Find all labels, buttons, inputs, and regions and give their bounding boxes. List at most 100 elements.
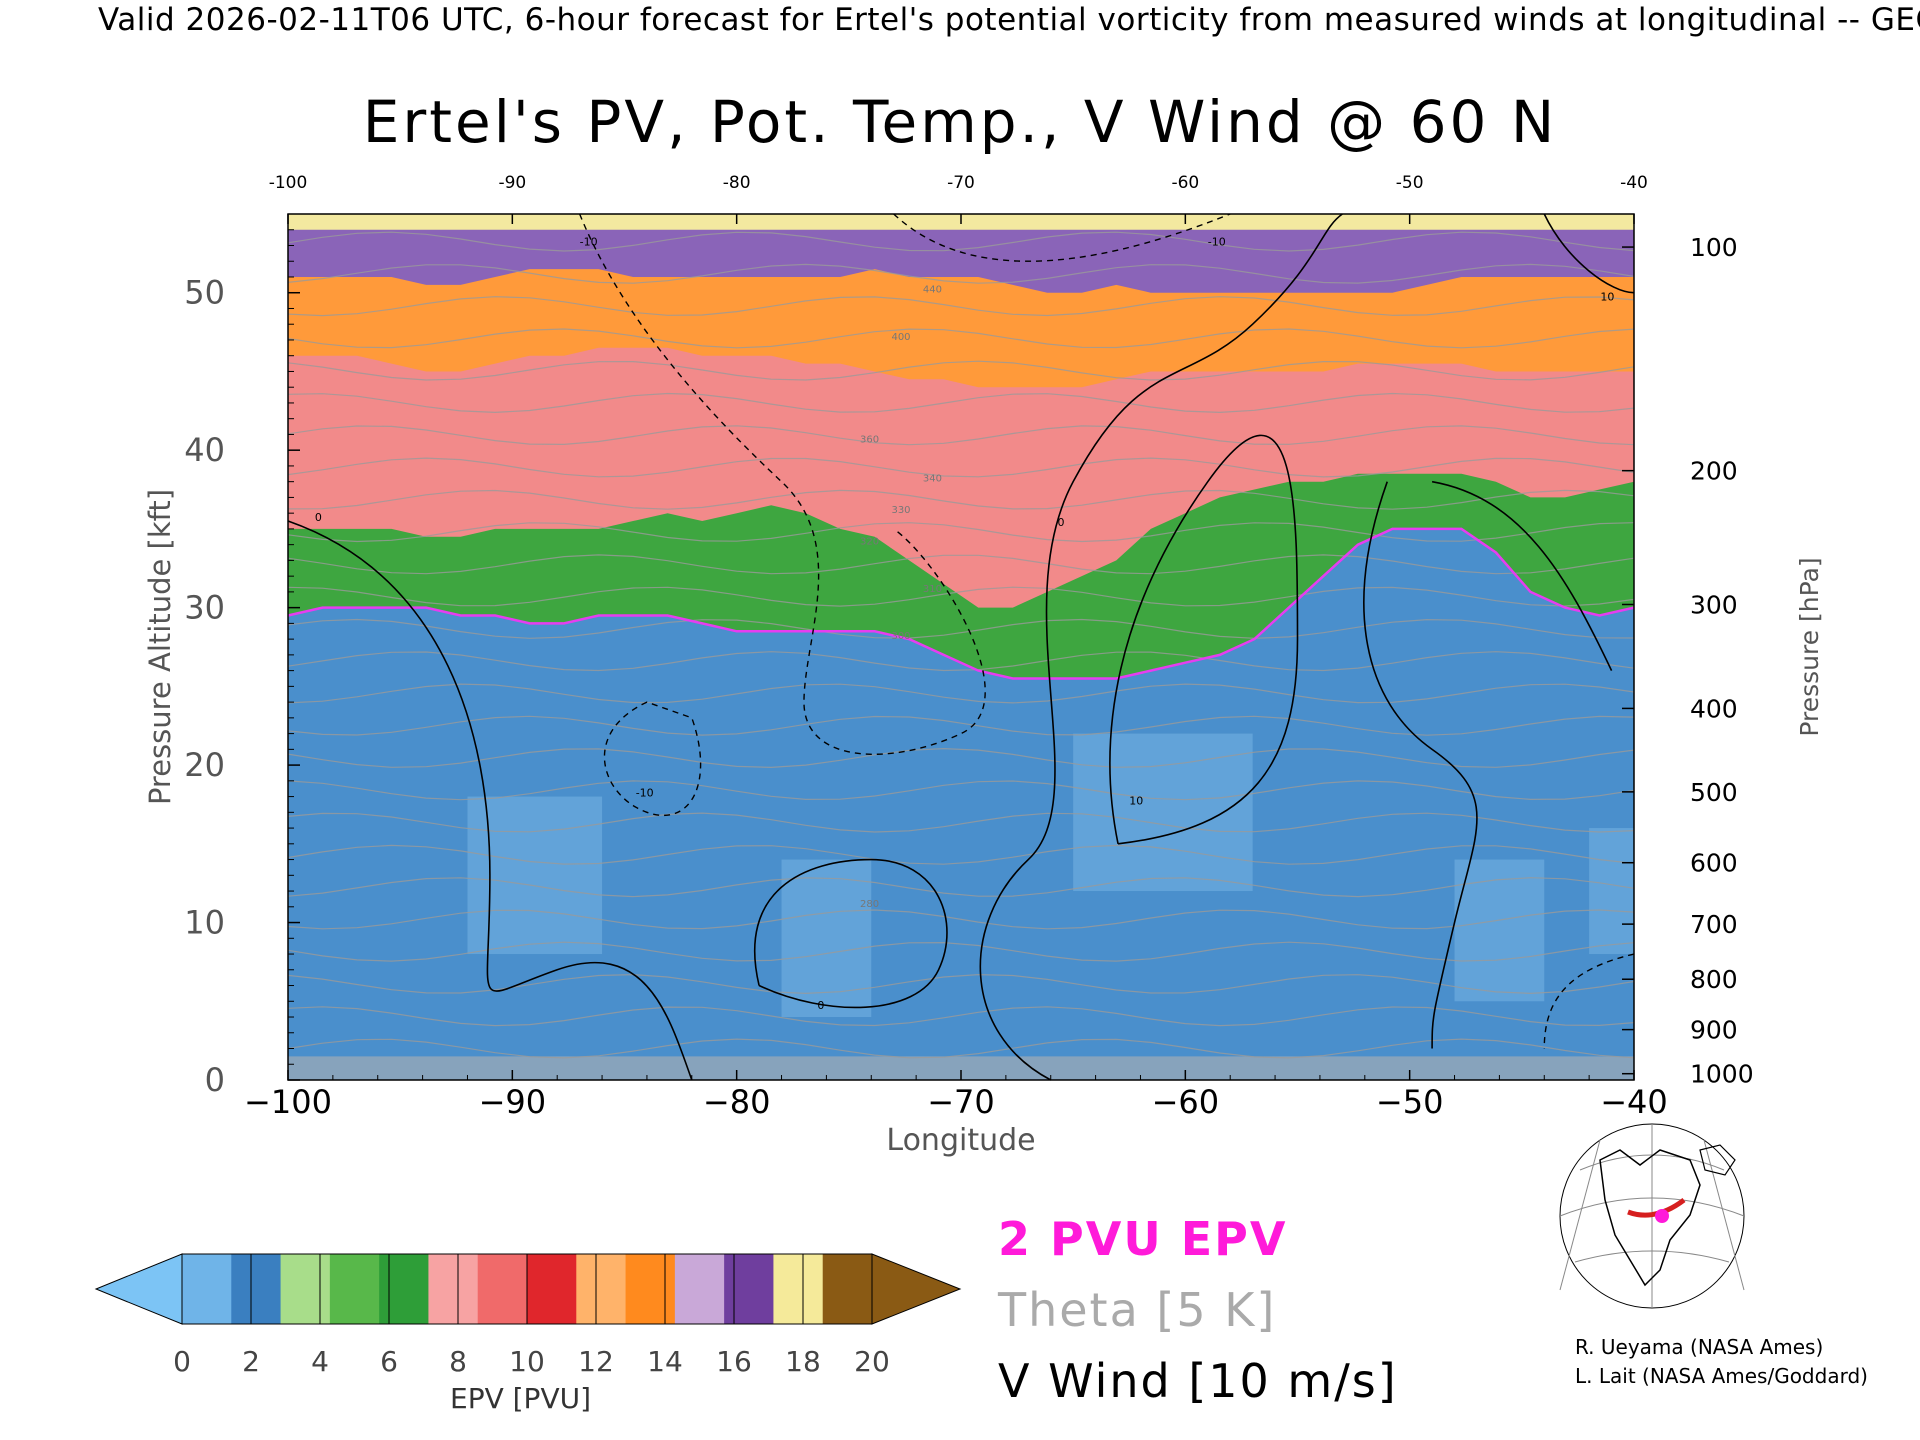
theta-contour-label: 320 — [860, 537, 879, 548]
credit-line-2: L. Lait (NASA Ames/Goddard) — [1575, 1364, 1868, 1388]
vwind-contour-solid — [1363, 481, 1478, 1049]
colorbar-segment — [329, 1254, 380, 1324]
vwind-contour-solid — [1431, 480, 1613, 671]
legend-vwind: V Wind [10 m/s] — [998, 1354, 1398, 1408]
theta-contour — [287, 909, 1635, 930]
credit-line-1: R. Ueyama (NASA Ames) — [1575, 1335, 1824, 1359]
theta-contour — [287, 618, 1635, 639]
colorbar: 0 2 4 6 8 10 12 14 16 18 20 — [94, 1253, 962, 1378]
vwind-contour-label: 0 — [315, 511, 322, 524]
x-tick-label: −40 — [1600, 1083, 1668, 1121]
epv-patch-2 — [1073, 733, 1253, 892]
y-tick-label: 10 — [184, 904, 225, 942]
vwind-contour-solid — [287, 520, 693, 1081]
chart-title: Ertel's PV, Pot. Temp., V Wind @ 60 N — [362, 88, 1558, 156]
theta-contour — [287, 457, 1635, 478]
colorbar-under-arrow — [94, 1253, 183, 1325]
colorbar-segment — [280, 1254, 331, 1324]
theta-contour — [287, 812, 1635, 833]
y-tick-label: 50 — [184, 274, 225, 312]
theta-contour — [287, 522, 1635, 543]
vwind-contour-solid — [1543, 213, 1635, 294]
theta-contour-label: 280 — [860, 899, 879, 910]
pressure-tick-label: 1000 — [1690, 1060, 1754, 1089]
x-top-tick-label: -80 — [723, 173, 751, 193]
theta-contour — [287, 586, 1635, 607]
theta-contour-label: 330 — [891, 505, 910, 516]
colorbar-segment — [576, 1254, 627, 1324]
y-axis-label: Pressure Altitude [kft] — [143, 489, 177, 805]
colorbar-segment — [822, 1254, 873, 1324]
theta-contour — [287, 844, 1635, 865]
pressure-tick-label: 500 — [1690, 778, 1738, 807]
vwind-contour-solid — [1109, 434, 1299, 845]
x-top-tick-label: -50 — [1396, 173, 1424, 193]
colorbar-tick-label: 20 — [854, 1345, 890, 1378]
colorbar-tick-label: 10 — [509, 1345, 545, 1378]
theta-contour — [287, 683, 1635, 704]
x-top-tick-label: -60 — [1171, 173, 1199, 193]
colorbar-tick-label: 6 — [380, 1345, 398, 1378]
colorbar-segment — [477, 1254, 528, 1324]
theta-contour-label: 360 — [860, 434, 879, 445]
vwind-contour-dashed — [1543, 953, 1635, 1049]
colorbar-tick-label: 12 — [578, 1345, 614, 1378]
theta-contour — [287, 941, 1635, 962]
theta-contour — [287, 747, 1635, 769]
colorbar-segment — [182, 1254, 232, 1324]
vwind-contour-label: 0 — [1057, 516, 1064, 529]
vwind-contour-solid — [979, 213, 1343, 1081]
legend-theta: Theta [5 K] — [998, 1283, 1277, 1337]
epv-patch-4 — [1589, 828, 1634, 955]
colorbar-over-arrow — [871, 1253, 962, 1325]
pressure-tick-label: 300 — [1690, 590, 1738, 619]
theta-contour — [287, 360, 1635, 381]
x-axis-label: Longitude — [886, 1123, 1035, 1158]
vwind-contour-label: 0 — [817, 999, 824, 1012]
y2-axis-label: Pressure [hPa] — [1795, 557, 1824, 736]
vwind-contour-label: -10 — [580, 235, 598, 248]
theta-contour — [287, 554, 1635, 575]
legend-2pvu: 2 PVU EPV — [998, 1212, 1288, 1266]
theta-contour — [287, 651, 1635, 672]
theta-contour — [287, 1006, 1635, 1027]
pressure-tick-label: 200 — [1690, 457, 1738, 486]
vwind-contour-dashed — [603, 701, 702, 816]
pv2-contour — [287, 527, 1635, 680]
theta-contour — [287, 780, 1635, 801]
x-top-tick-label: -40 — [1620, 173, 1648, 193]
vwind-contour-dashed — [893, 213, 1231, 262]
vwind-contour-solid — [753, 858, 948, 1009]
colorbar-segment — [773, 1254, 824, 1324]
pressure-tick-label: 600 — [1690, 849, 1738, 878]
x-tick-label: −70 — [927, 1083, 995, 1121]
colorbar-tick-label: 4 — [311, 1345, 329, 1378]
theta-contour-label: 340 — [923, 474, 942, 485]
colorbar-segment — [527, 1254, 577, 1324]
x-tick-label: −90 — [479, 1083, 547, 1121]
colorbar-label: EPV [PVU] — [450, 1382, 592, 1415]
colorbar-segment — [625, 1254, 676, 1324]
y-tick-label: 0 — [205, 1061, 225, 1099]
y-tick-label: 20 — [184, 746, 225, 784]
axis-layer: −100-100−90-90−80-80−70-70−60-60−50-50−4… — [143, 173, 1824, 1158]
theta-contour — [287, 1038, 1635, 1059]
x-tick-label: −80 — [703, 1083, 771, 1121]
theta-contour — [287, 392, 1635, 414]
x-tick-label: −60 — [1152, 1083, 1220, 1121]
theta-contour — [287, 296, 1635, 317]
x-tick-label: −100 — [244, 1083, 332, 1121]
theta-contour — [287, 263, 1635, 284]
overlay-layer: 0 0 0 -10 -10 -10 10 10 280 300 310 320 330 340 360 400… — [287, 213, 1635, 1081]
vwind-contour-dashed — [578, 213, 986, 755]
colorbar-segment — [674, 1254, 725, 1324]
surface-mask — [288, 1056, 1634, 1080]
y-tick-label: 30 — [184, 589, 225, 627]
pressure-tick-label: 400 — [1690, 694, 1738, 723]
colorbar-segment — [428, 1254, 479, 1324]
x-top-tick-label: -70 — [947, 173, 975, 193]
vwind-contour-label: 10 — [1129, 794, 1143, 807]
x-top-tick-label: -90 — [498, 173, 526, 193]
vwind-contour-label: 10 — [1600, 291, 1614, 304]
